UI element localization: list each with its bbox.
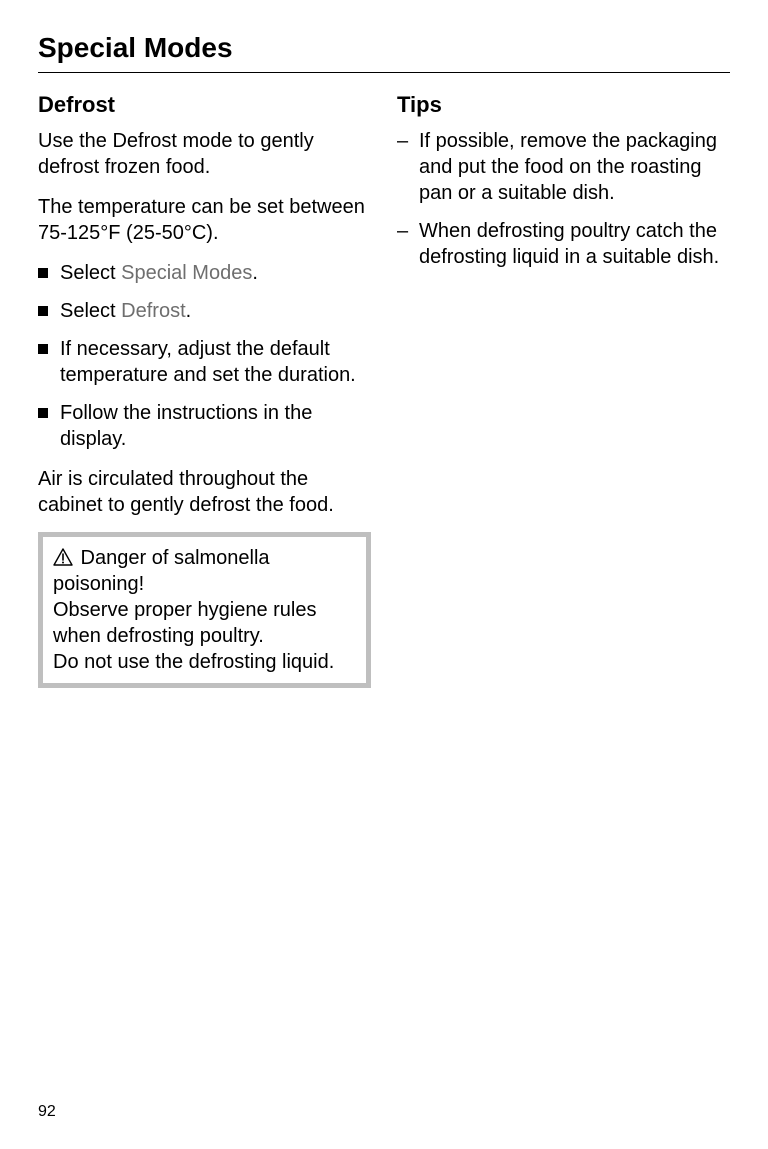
- defrost-after: Air is circulated throughout the cabinet…: [38, 466, 371, 518]
- content-columns: Defrost Use the Defrost mode to gently d…: [38, 91, 730, 688]
- step-text: If necessary, adjust the default tempera…: [60, 338, 356, 386]
- step-text-prefix: Select: [60, 300, 121, 322]
- warning-line-1: Danger of salmonella poisoning!: [53, 547, 270, 595]
- tip-text: If possible, remove the packaging and pu…: [419, 130, 717, 204]
- tip-item: When defrosting poultry catch the defros…: [397, 218, 730, 270]
- step-text-suffix: .: [252, 262, 258, 284]
- step-item: If necessary, adjust the default tempera…: [38, 336, 371, 388]
- right-column: Tips If possible, remove the packaging a…: [397, 91, 730, 688]
- defrost-intro-1: Use the Defrost mode to gently defrost f…: [38, 128, 371, 180]
- step-item: Select Special Modes.: [38, 260, 371, 286]
- warning-line-3: Do not use the defrosting liquid.: [53, 651, 334, 673]
- menu-label: Defrost: [121, 300, 185, 322]
- tip-item: If possible, remove the packaging and pu…: [397, 128, 730, 206]
- left-column: Defrost Use the Defrost mode to gently d…: [38, 91, 371, 688]
- step-text-suffix: .: [186, 300, 192, 322]
- defrost-steps: Select Special Modes. Select Defrost. If…: [38, 260, 371, 452]
- tips-list: If possible, remove the packaging and pu…: [397, 128, 730, 270]
- step-text: Follow the instructions in the display.: [60, 402, 312, 450]
- warning-icon: [53, 548, 73, 566]
- page-title: Special Modes: [38, 30, 730, 73]
- step-item: Follow the instructions in the display.: [38, 400, 371, 452]
- tips-heading: Tips: [397, 91, 730, 120]
- page-number: 92: [38, 1102, 56, 1123]
- step-item: Select Defrost.: [38, 298, 371, 324]
- warning-box: Danger of salmonella poisoning! Observe …: [38, 532, 371, 688]
- tip-text: When defrosting poultry catch the defros…: [419, 220, 719, 268]
- warning-line-2: Observe proper hygiene rules when defros…: [53, 599, 316, 647]
- defrost-intro-2: The temperature can be set between 75-12…: [38, 194, 371, 246]
- menu-label: Special Modes: [121, 262, 252, 284]
- step-text-prefix: Select: [60, 262, 121, 284]
- defrost-heading: Defrost: [38, 91, 371, 120]
